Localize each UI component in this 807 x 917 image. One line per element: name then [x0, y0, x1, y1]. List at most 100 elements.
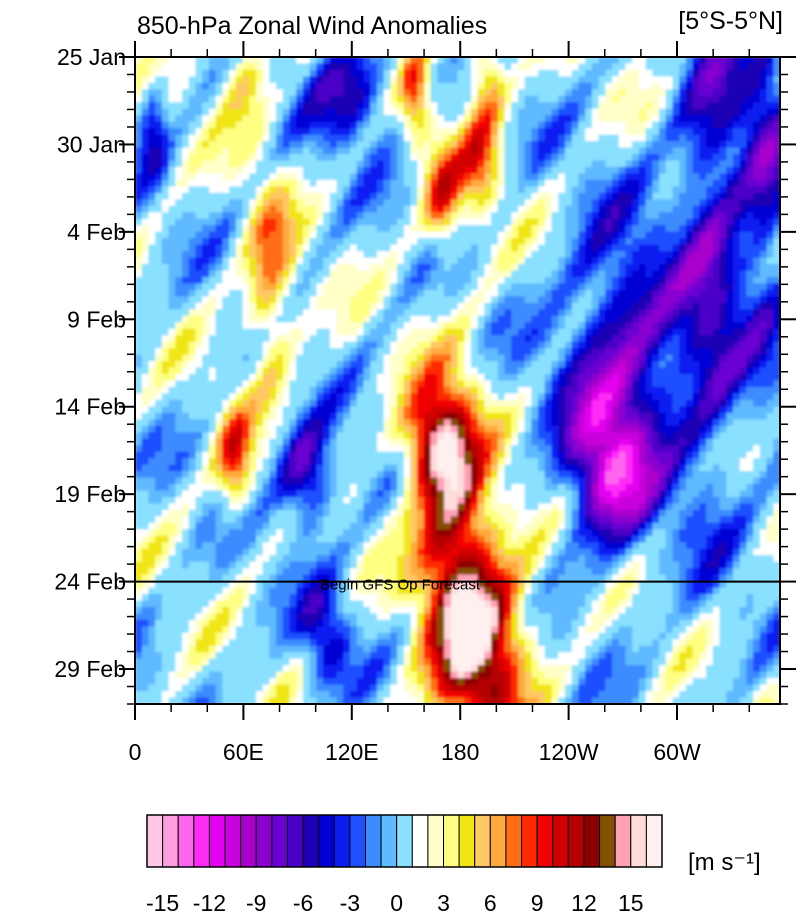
field-cell [746, 374, 754, 382]
field-cell [329, 257, 338, 265]
field-cell [215, 102, 223, 110]
field-cell [672, 76, 680, 84]
field-cell [269, 380, 277, 388]
field-cell [726, 147, 734, 155]
field-cell [403, 322, 412, 330]
field-cell [141, 141, 150, 149]
field-cell [618, 257, 627, 265]
field-cell [450, 335, 459, 343]
field-cell [383, 108, 391, 116]
field-cell [578, 225, 586, 233]
field-cell [598, 341, 606, 349]
field-cell [706, 257, 714, 265]
field-cell [699, 212, 707, 220]
field-cell [255, 296, 264, 304]
field-cell [652, 76, 660, 84]
field-cell [202, 264, 210, 272]
field-cell [255, 231, 264, 239]
field-cell [632, 115, 640, 123]
field-cell [753, 374, 761, 382]
field-cell [437, 212, 445, 220]
field-cell [202, 141, 210, 149]
field-cell [161, 69, 170, 78]
field-cell [766, 380, 774, 388]
field-cell [565, 231, 573, 239]
field-cell [625, 154, 633, 162]
field-cell [672, 341, 680, 349]
field-cell [302, 199, 311, 207]
field-cell [524, 341, 533, 349]
field-cell [235, 89, 244, 97]
field-cell [289, 374, 297, 382]
field-cell [276, 322, 284, 330]
field-cell [571, 264, 580, 272]
field-cell [470, 309, 479, 317]
field-cell [773, 186, 780, 194]
field-cell [699, 231, 707, 239]
field-cell [645, 192, 653, 200]
field-cell [148, 82, 156, 90]
field-cell [605, 380, 613, 388]
field-cell [672, 186, 680, 194]
field-cell [255, 108, 264, 116]
field-cell [222, 69, 230, 78]
field-cell [732, 315, 741, 323]
field-cell [538, 154, 546, 162]
field-cell [255, 199, 264, 207]
field-cell [450, 102, 459, 110]
field-cell [679, 244, 687, 252]
field-cell [208, 192, 217, 200]
field-cell [135, 289, 143, 297]
field-cell [202, 289, 210, 297]
field-cell [659, 102, 667, 110]
field-cell [632, 134, 640, 142]
field-cell [679, 251, 687, 259]
field-cell [484, 95, 492, 103]
field-cell [188, 270, 197, 278]
field-cell [665, 296, 674, 304]
field-cell [403, 386, 412, 395]
field-cell [417, 89, 425, 97]
field-cell [135, 283, 143, 291]
field-cell [323, 374, 331, 382]
field-cell [302, 154, 311, 162]
field-cell [457, 367, 465, 375]
field-cell [249, 244, 257, 252]
field-cell [477, 354, 485, 362]
field-cell [202, 380, 210, 388]
field-cell [155, 166, 163, 175]
field-cell [208, 212, 217, 220]
field-cell [296, 386, 304, 395]
field-cell [410, 121, 418, 129]
field-cell [390, 296, 398, 304]
field-cell [403, 276, 412, 285]
field-cell [638, 283, 647, 291]
field-cell [618, 57, 627, 65]
field-cell [692, 95, 700, 103]
field-cell [659, 134, 667, 142]
field-cell [665, 192, 674, 200]
field-cell [148, 354, 156, 362]
field-cell [141, 89, 150, 97]
field-cell [289, 69, 297, 78]
field-cell [517, 147, 526, 155]
field-cell [363, 121, 371, 129]
field-cell [759, 89, 768, 97]
field-cell [383, 57, 391, 65]
field-cell [685, 309, 694, 317]
field-cell [148, 218, 156, 226]
field-cell [350, 251, 358, 259]
field-cell [182, 251, 190, 259]
field-cell [672, 225, 680, 233]
field-cell [612, 57, 620, 65]
field-cell [410, 89, 418, 97]
field-cell [161, 76, 170, 84]
field-cell [746, 309, 754, 317]
field-cell [585, 225, 593, 233]
field-cell [645, 102, 653, 110]
field-cell [517, 108, 526, 116]
field-cell [350, 341, 358, 349]
field-cell [276, 302, 284, 310]
field-cell [766, 276, 774, 285]
field-cell [363, 238, 371, 246]
